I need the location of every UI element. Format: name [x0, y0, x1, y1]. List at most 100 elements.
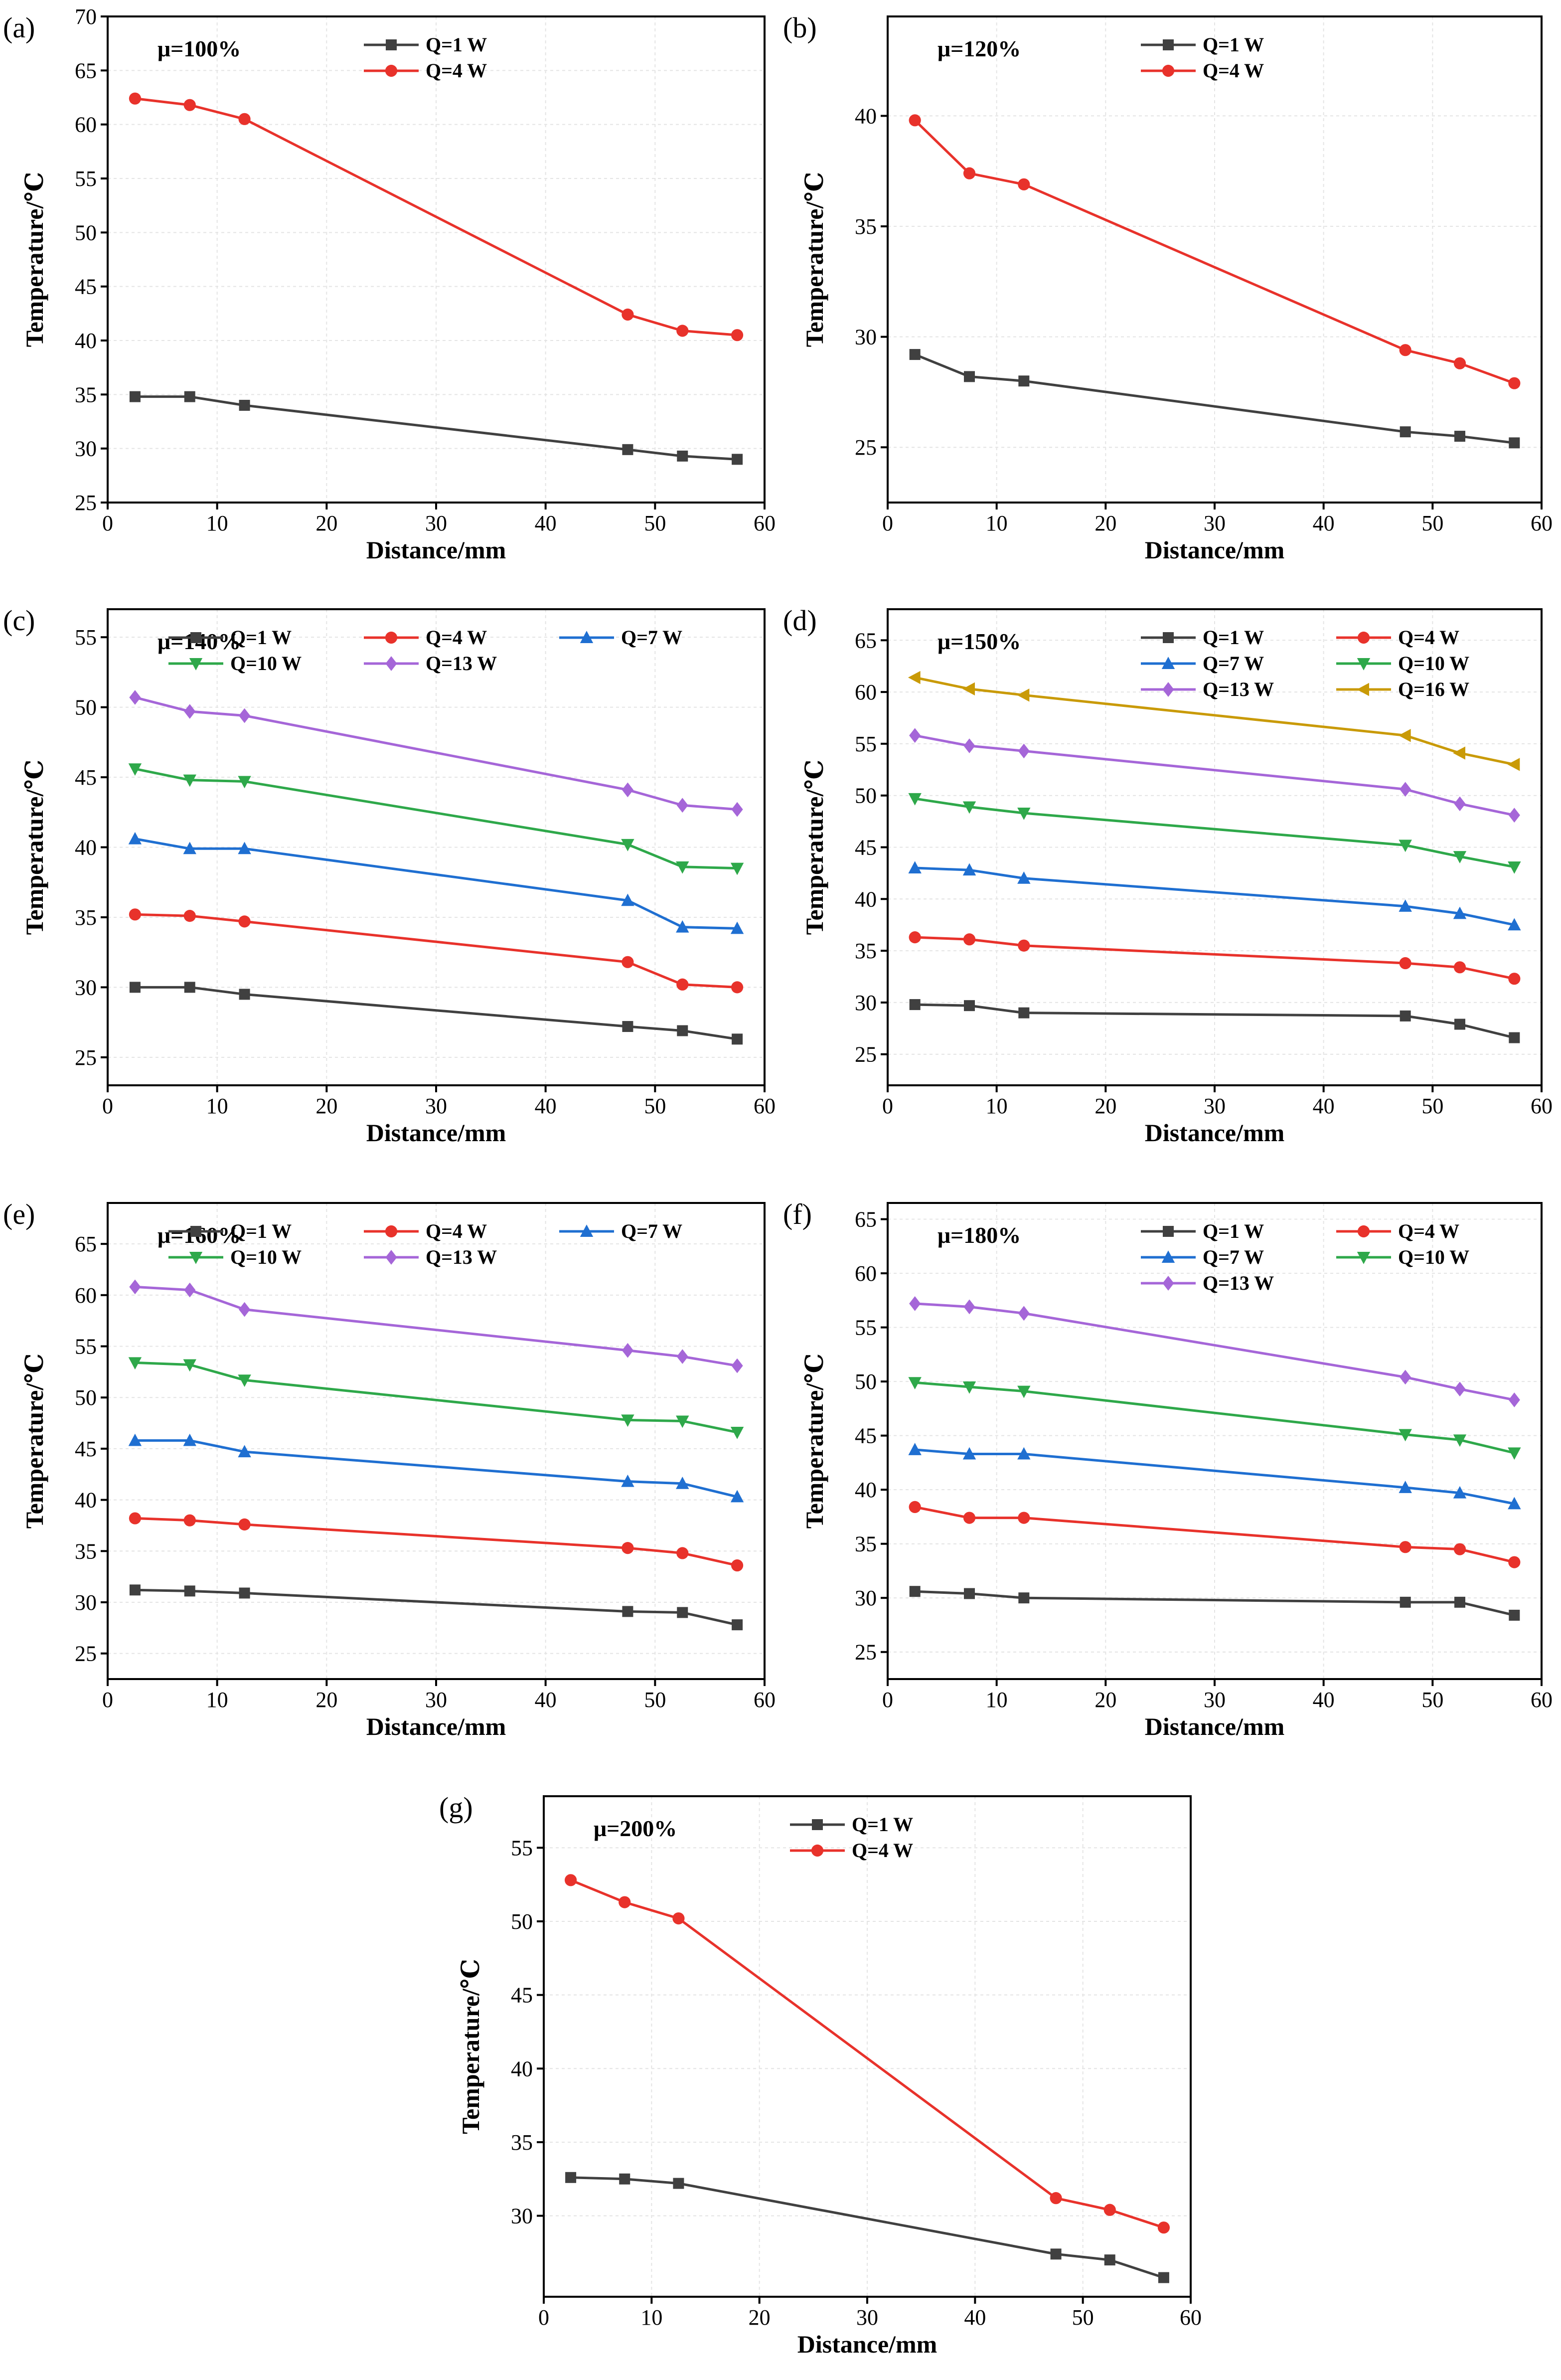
legend-label: Q=10 W	[230, 652, 302, 675]
y-tick-label: 30	[855, 991, 877, 1015]
data-point	[962, 1447, 976, 1460]
legend-marker	[580, 1224, 594, 1237]
panel-label: (f)	[783, 1198, 812, 1230]
x-tick-label: 10	[986, 511, 1008, 535]
data-point	[677, 1607, 688, 1618]
data-point	[1399, 1541, 1411, 1553]
chart-panel: 0 10 20 30 40 50 60 30 35 40 45 50 55 Distance/mm Temp…	[439, 1791, 1202, 2358]
series-line	[571, 2176, 1164, 2279]
series-line	[135, 1588, 738, 1626]
y-axis-title: Temperature/℃	[20, 760, 48, 935]
legend-marker	[1357, 1225, 1370, 1238]
chart-panel: 0 10 20 30 40 50 60 25 30 35 40 45 50 55 Distance/mm Te…	[3, 604, 776, 1147]
legend-label: Q=1 W	[852, 1813, 913, 1836]
x-tick-label: 60	[1180, 2305, 1202, 2330]
data-point	[1399, 1429, 1412, 1442]
legend-label: Q=1 W	[230, 626, 292, 649]
data-point	[129, 982, 141, 993]
data-point	[731, 981, 744, 994]
y-tick-label: 55	[75, 1335, 97, 1359]
legend-label: Q=7 W	[1203, 652, 1264, 675]
mu-annotation: μ=120%	[937, 36, 1021, 61]
data-point	[238, 1518, 251, 1530]
y-tick-label: 50	[75, 695, 97, 720]
data-point	[1454, 431, 1465, 442]
data-point	[676, 1476, 689, 1489]
x-tick-label: 20	[315, 1094, 337, 1118]
data-point	[183, 1514, 196, 1527]
x-tick-label: 10	[986, 1094, 1008, 1118]
y-tick-label: 50	[511, 1909, 533, 1934]
y-tick-label: 35	[511, 2130, 533, 2155]
data-point	[239, 708, 251, 723]
data-point	[1017, 688, 1030, 702]
data-point	[622, 308, 634, 321]
y-tick-label: 65	[75, 1232, 97, 1256]
x-tick-label: 30	[425, 1094, 447, 1118]
data-point	[676, 861, 689, 874]
data-point	[1398, 729, 1411, 742]
series-line	[914, 353, 1515, 444]
data-point	[908, 671, 921, 684]
legend-marker	[190, 1226, 201, 1237]
data-point	[672, 1912, 685, 1925]
y-tick-label: 35	[75, 382, 97, 407]
chart-panel: 0 10 20 30 40 50 60 25 30 35 40 Distance/mm Temperat…	[783, 11, 1553, 564]
data-point	[1104, 2254, 1115, 2266]
legend-label: Q=4 W	[1398, 626, 1459, 649]
y-axis-title: Temperature/℃	[800, 760, 828, 935]
legend-label: Q=13 W	[1203, 1272, 1274, 1294]
x-tick-label: 30	[425, 511, 447, 535]
data-point	[1018, 743, 1030, 759]
data-point	[238, 1445, 251, 1458]
legend-marker	[1163, 39, 1174, 50]
y-tick-label: 40	[855, 1478, 877, 1502]
data-point	[1509, 437, 1520, 449]
data-point	[129, 391, 141, 402]
data-point	[1453, 1486, 1467, 1499]
y-tick-label: 30	[511, 2204, 533, 2228]
panel-label: (g)	[439, 1791, 473, 1824]
data-point	[1018, 1007, 1030, 1019]
data-point	[183, 910, 196, 922]
legend-label: Q=10 W	[230, 1246, 302, 1268]
y-tick-label: 30	[855, 1586, 877, 1610]
panel-label: (b)	[783, 11, 817, 44]
data-point	[1508, 1556, 1521, 1568]
legend-marker	[385, 1250, 397, 1265]
data-point	[963, 1299, 975, 1315]
data-point	[1018, 939, 1030, 952]
x-tick-label: 30	[1204, 1094, 1226, 1118]
data-point	[1453, 961, 1466, 974]
data-point	[129, 1584, 141, 1596]
plot-frame	[107, 1202, 766, 1680]
x-tick-label: 60	[754, 1688, 776, 1712]
data-point	[962, 1381, 976, 1394]
data-point	[184, 1282, 196, 1298]
data-point	[1509, 1032, 1520, 1043]
x-tick-label: 40	[535, 1094, 557, 1118]
x-tick-label: 50	[1421, 511, 1443, 535]
series-line	[135, 1517, 738, 1567]
data-point	[1018, 1306, 1030, 1321]
x-tick-label: 0	[102, 511, 113, 535]
data-point	[909, 728, 921, 743]
y-tick-label: 50	[75, 220, 97, 245]
data-point	[622, 782, 633, 798]
data-point	[1018, 1592, 1030, 1604]
data-point	[1018, 375, 1030, 387]
chart-panel: 0 10 20 30 40 50 60 25 30 35 40 45 50 55 60 65 Distance/…	[783, 1198, 1553, 1740]
x-tick-label: 60	[754, 1094, 776, 1118]
y-tick-label: 55	[855, 1316, 877, 1340]
y-tick-label: 60	[75, 1283, 97, 1308]
data-point	[128, 832, 142, 845]
data-point	[238, 113, 251, 125]
x-tick-label: 0	[882, 1688, 893, 1712]
data-point	[128, 1357, 142, 1370]
data-point	[621, 1474, 634, 1487]
data-point	[1017, 1447, 1031, 1460]
legend-label: Q=4 W	[426, 1220, 487, 1242]
y-tick-label: 35	[855, 939, 877, 963]
data-point	[1508, 1447, 1521, 1460]
